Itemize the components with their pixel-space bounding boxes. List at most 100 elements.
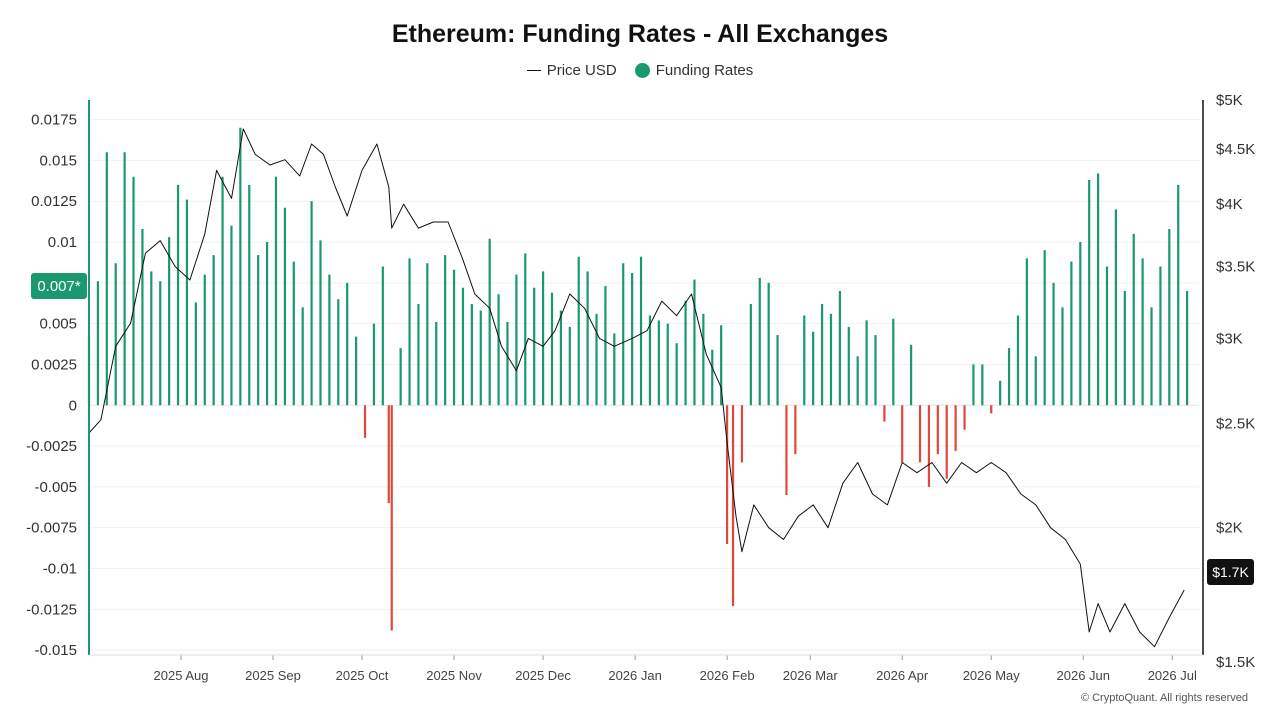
legend-item-price[interactable]: Price USD — [526, 62, 617, 79]
funding-bar-positive — [230, 225, 233, 406]
funding-bar-positive — [185, 199, 189, 406]
funding-bar-positive — [176, 184, 180, 406]
funding-bar-positive — [720, 325, 723, 406]
funding-bar-positive — [829, 313, 833, 406]
legend-label-price: Price USD — [546, 62, 617, 79]
funding-bar-positive — [847, 326, 850, 406]
funding-bar-positive — [150, 271, 153, 406]
y-left-tick-label: -0.01 — [43, 560, 77, 577]
funding-bar-negative — [363, 405, 367, 438]
funding-bar-positive — [1150, 307, 1153, 406]
y-left-tick-label: 0.0125 — [31, 193, 77, 210]
funding-bar-positive — [426, 263, 429, 406]
funding-bar-positive — [381, 266, 384, 406]
funding-bar-positive — [168, 237, 171, 406]
funding-bar-negative — [927, 405, 931, 487]
funding-bar-positive — [506, 322, 509, 406]
y-left-tick-label: -0.0075 — [26, 520, 77, 537]
funding-bar-positive — [355, 336, 358, 406]
y-right-tick-label: $3K — [1216, 330, 1243, 347]
funding-bar-positive — [319, 240, 322, 406]
funding-bar-positive — [1132, 233, 1135, 406]
funding-bar-positive — [265, 242, 269, 406]
funding-bar-negative — [901, 405, 904, 463]
funding-bar-positive — [212, 255, 215, 406]
funding-bar-positive — [399, 348, 402, 406]
funding-bar-positive — [541, 271, 545, 406]
funding-bar-positive — [622, 263, 625, 406]
funding-bar-positive — [123, 152, 126, 406]
funding-bar-positive — [613, 333, 616, 406]
funding-bar-positive — [767, 282, 770, 406]
funding-bar-positive — [856, 356, 859, 406]
legend-line-icon — [526, 70, 541, 71]
funding-bar-positive — [372, 323, 376, 406]
funding-bar-positive — [479, 310, 482, 406]
y-left-tick-label: 0.0175 — [31, 112, 77, 129]
y-left-tick-label: -0.0025 — [26, 438, 77, 455]
funding-bar-positive — [1016, 315, 1020, 406]
funding-bar-positive — [1043, 250, 1046, 406]
y-left-tick-label: -0.015 — [34, 642, 77, 659]
funding-bar-positive — [758, 277, 761, 406]
funding-bar-positive — [702, 313, 705, 406]
funding-bar-positive — [577, 256, 580, 406]
funding-bar-positive — [1061, 307, 1064, 406]
y-right-tick-label: $4.5K — [1216, 141, 1255, 158]
funding-bar-negative — [740, 405, 744, 463]
grid-lines — [89, 119, 1199, 651]
funding-bar-positive — [1025, 258, 1028, 406]
x-tick-label: 2025 Nov — [426, 668, 482, 683]
x-tick-label: 2025 Sep — [245, 668, 301, 683]
axes: 0.01750.0150.01250.010.00750.0050.00250-… — [26, 92, 1255, 683]
y-right-tick-label: $3.5K — [1216, 258, 1255, 275]
funding-bars — [87, 127, 1189, 631]
funding-bar-positive — [838, 290, 841, 406]
funding-bar-positive — [550, 292, 554, 406]
funding-bar-positive — [301, 307, 304, 406]
funding-bar-positive — [586, 271, 589, 406]
funding-bar-positive — [533, 287, 536, 406]
funding-bar-positive — [452, 269, 456, 406]
funding-bar-positive — [657, 320, 660, 406]
funding-bar-positive — [1159, 266, 1162, 406]
funding-bar-negative — [785, 405, 788, 496]
legend-item-funding[interactable]: Funding Rates — [634, 62, 753, 79]
x-tick-label: 2026 May — [963, 668, 1021, 683]
funding-bar-positive — [248, 184, 251, 406]
funding-bar-positive — [1141, 258, 1144, 406]
funding-bar-positive — [1123, 290, 1126, 406]
x-tick-label: 2026 Mar — [783, 668, 839, 683]
funding-bar-positive — [461, 287, 465, 406]
funding-bar-positive — [435, 322, 438, 406]
funding-bar-positive — [892, 318, 895, 406]
funding-bar-positive — [274, 176, 278, 406]
funding-bar-positive — [972, 364, 975, 406]
funding-bar-positive — [1177, 184, 1180, 406]
funding-bar-positive — [1007, 348, 1011, 406]
funding-bar-positive — [865, 320, 868, 406]
current-price-badge: $1.7K — [1207, 559, 1254, 585]
funding-bar-positive — [812, 331, 815, 406]
funding-bar-negative — [794, 405, 797, 455]
funding-bar-positive — [283, 207, 286, 406]
funding-bar-positive — [159, 281, 162, 406]
funding-bar-negative — [945, 405, 948, 479]
funding-bar-positive — [417, 304, 420, 406]
funding-bar-negative — [883, 405, 886, 422]
funding-bar-positive — [488, 238, 491, 406]
funding-bar-positive — [1088, 179, 1091, 406]
y-left-tick-label: 0 — [69, 397, 77, 414]
funding-bar-positive — [749, 304, 752, 406]
funding-bar-positive — [559, 310, 562, 406]
price-line-layer — [88, 128, 1185, 648]
funding-bar-positive — [910, 344, 913, 406]
y-left-tick-label: -0.005 — [34, 479, 77, 496]
funding-bar-positive — [292, 261, 295, 406]
y-right-tick-label: $2K — [1216, 520, 1243, 537]
funding-bar-negative — [990, 405, 993, 414]
funding-bar-positive — [1096, 173, 1100, 406]
funding-bar-positive — [515, 274, 518, 406]
funding-bar-positive — [568, 326, 571, 406]
y-left-tick-label: 0.015 — [39, 152, 77, 169]
